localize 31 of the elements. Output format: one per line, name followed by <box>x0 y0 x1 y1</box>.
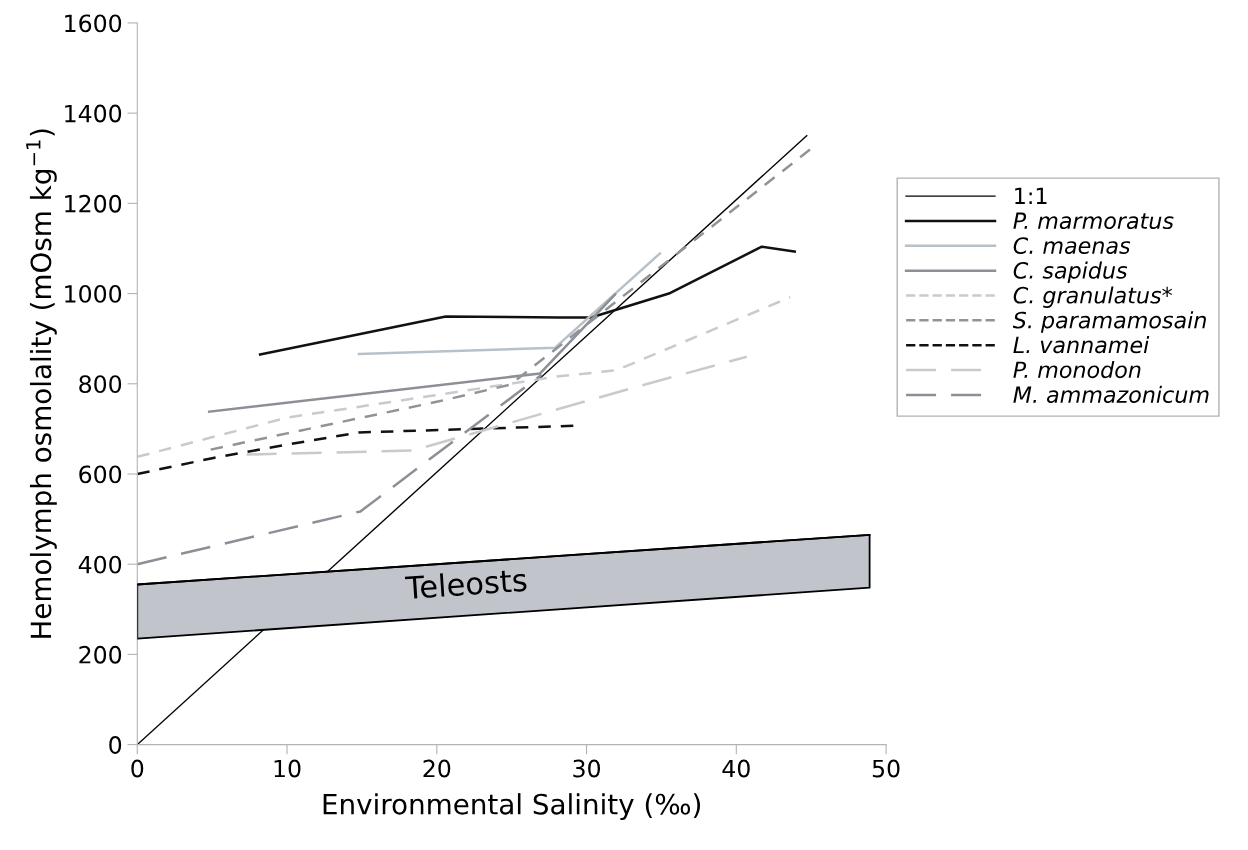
x-tick-label: 20 <box>423 759 451 778</box>
legend-label: P. marmoratus <box>1013 212 1174 230</box>
x-axis-title: Environmental Salinity (‰) <box>323 793 701 821</box>
legend-label: P. monodon <box>1013 360 1141 379</box>
y-axis-title: Hemolymph osmolality (mOsm kg$^{−1}$) <box>26 129 57 638</box>
legend-label: C. maenas <box>1013 237 1131 254</box>
line-series <box>209 146 814 451</box>
x-tick-label: 50 <box>872 759 900 778</box>
legend-label: S. paramamosain <box>1012 311 1206 333</box>
legend-label: L. vannamei <box>1013 336 1150 354</box>
x-tick-label: 0 <box>131 759 144 778</box>
x-tick-label: 10 <box>274 759 301 778</box>
y-tick-label: 1600 <box>65 14 122 33</box>
x-tick-label: 40 <box>722 759 750 778</box>
legend-label: 1:1 <box>1015 187 1047 204</box>
legend-label: C. sapidus <box>1013 261 1128 284</box>
y-tick-label: 1200 <box>65 194 122 213</box>
line-series <box>137 295 792 459</box>
y-tick-label: 0 <box>109 736 122 754</box>
legend-label: M. ammazonicum <box>1013 385 1209 403</box>
y-tick-label: 200 <box>79 645 122 664</box>
x-tick-label: 30 <box>573 759 601 778</box>
y-tick-label: 800 <box>79 375 122 394</box>
y-tick-label: 1400 <box>65 104 122 123</box>
series-label: Teleosts <box>404 567 527 600</box>
legend-label: C. granulatus* <box>1013 286 1173 308</box>
y-tick-label: 600 <box>79 465 122 484</box>
y-tick-label: 400 <box>78 555 122 574</box>
line-series <box>245 355 749 456</box>
y-tick-label: 1000 <box>65 285 122 303</box>
line-series <box>258 245 796 356</box>
